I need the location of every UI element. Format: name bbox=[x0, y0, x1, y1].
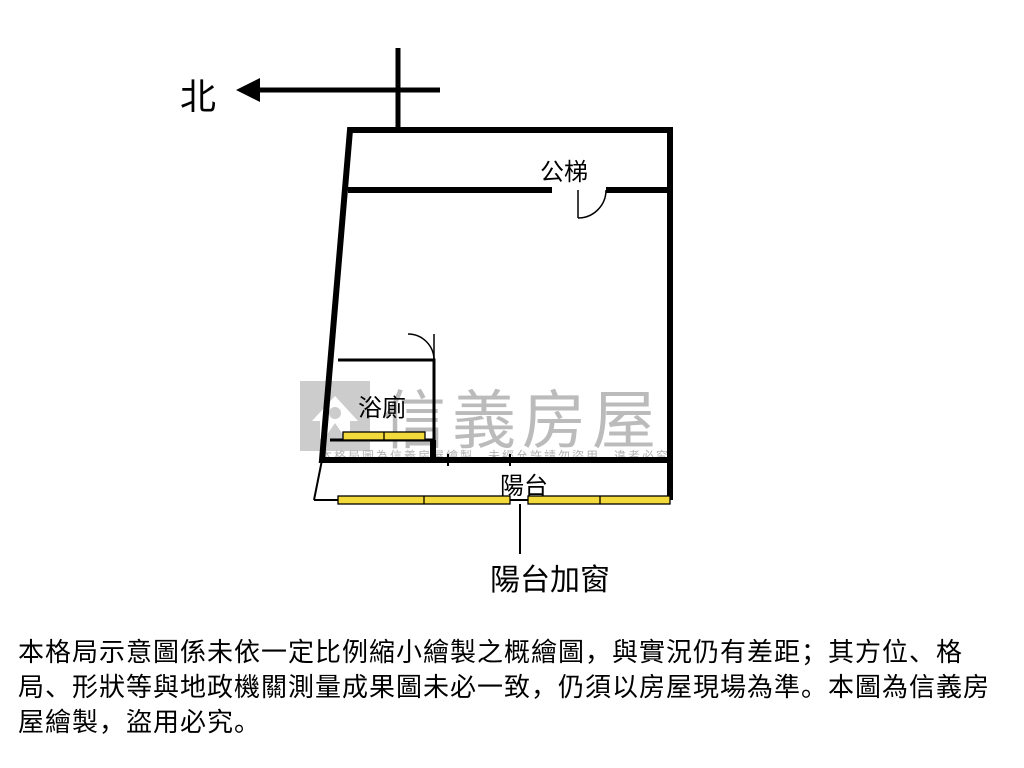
disclaimer-text: 本格局示意圖係未依一定比例縮小繪製之概繪圖，與實況仍有差距；其方位、格局、形狀等… bbox=[18, 635, 1008, 740]
bathroom bbox=[330, 334, 434, 440]
label-balcony: 陽台 bbox=[500, 466, 548, 501]
entry-door bbox=[552, 187, 606, 218]
compass-arrow bbox=[236, 48, 440, 132]
floorplan-canvas: 信義房屋 本格局圖為信義房屋繪製，未經允許請勿盜用，違者必究 北 bbox=[0, 0, 1024, 768]
pillar bbox=[430, 440, 436, 460]
balcony bbox=[314, 460, 670, 500]
label-stairwell: 公梯 bbox=[540, 152, 588, 187]
label-balcony-window: 陽台加窗 bbox=[490, 555, 610, 599]
label-bathroom: 浴廁 bbox=[358, 388, 406, 423]
